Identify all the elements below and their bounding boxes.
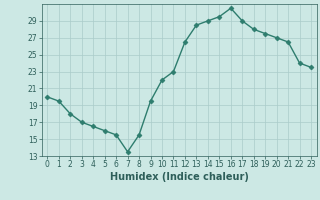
X-axis label: Humidex (Indice chaleur): Humidex (Indice chaleur) xyxy=(110,172,249,182)
